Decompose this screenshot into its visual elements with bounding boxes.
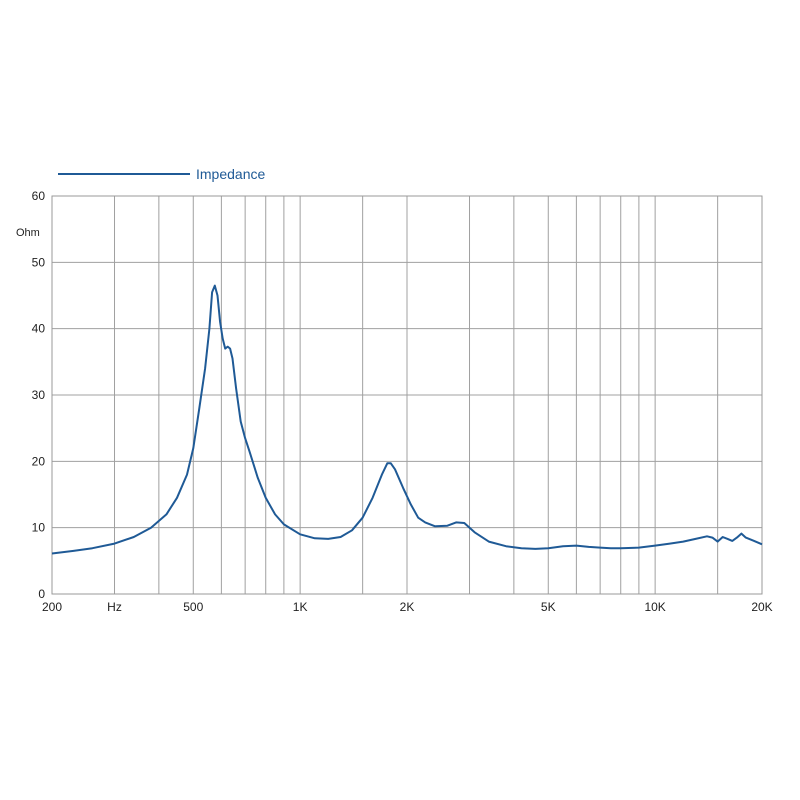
y-tick-label: 50 [32, 255, 46, 269]
x-tick-label: 5K [541, 600, 556, 614]
legend: Impedance [58, 166, 265, 182]
legend-label-impedance: Impedance [196, 166, 265, 182]
x-tick-label: 2K [400, 600, 415, 614]
x-tick-label: 500 [183, 600, 203, 614]
y-tick-label: 10 [32, 521, 46, 535]
x-tick-label: 200 [42, 600, 62, 614]
y-tick-label: 30 [32, 388, 46, 402]
y-tick-label: 0 [38, 587, 45, 601]
series-line-impedance [51, 284, 763, 555]
y-tick-label: 20 [32, 454, 46, 468]
y-unit-label: Ohm [16, 227, 40, 239]
y-tick-label: 60 [32, 189, 46, 203]
x-tick-label: 1K [293, 600, 308, 614]
x-tick-label: Hz [107, 600, 122, 614]
x-axis-tick-labels: 200 Hz 500 1K 2K 5K 10K 20K [42, 600, 773, 614]
y-axis-tick-labels: 0 10 20 30 40 50 60 [32, 189, 46, 601]
x-tick-label: 10K [644, 600, 665, 614]
plot-frame [51, 195, 763, 595]
y-tick-label: 40 [32, 322, 46, 336]
x-tick-label: 20K [751, 600, 772, 614]
grid [52, 195, 763, 595]
